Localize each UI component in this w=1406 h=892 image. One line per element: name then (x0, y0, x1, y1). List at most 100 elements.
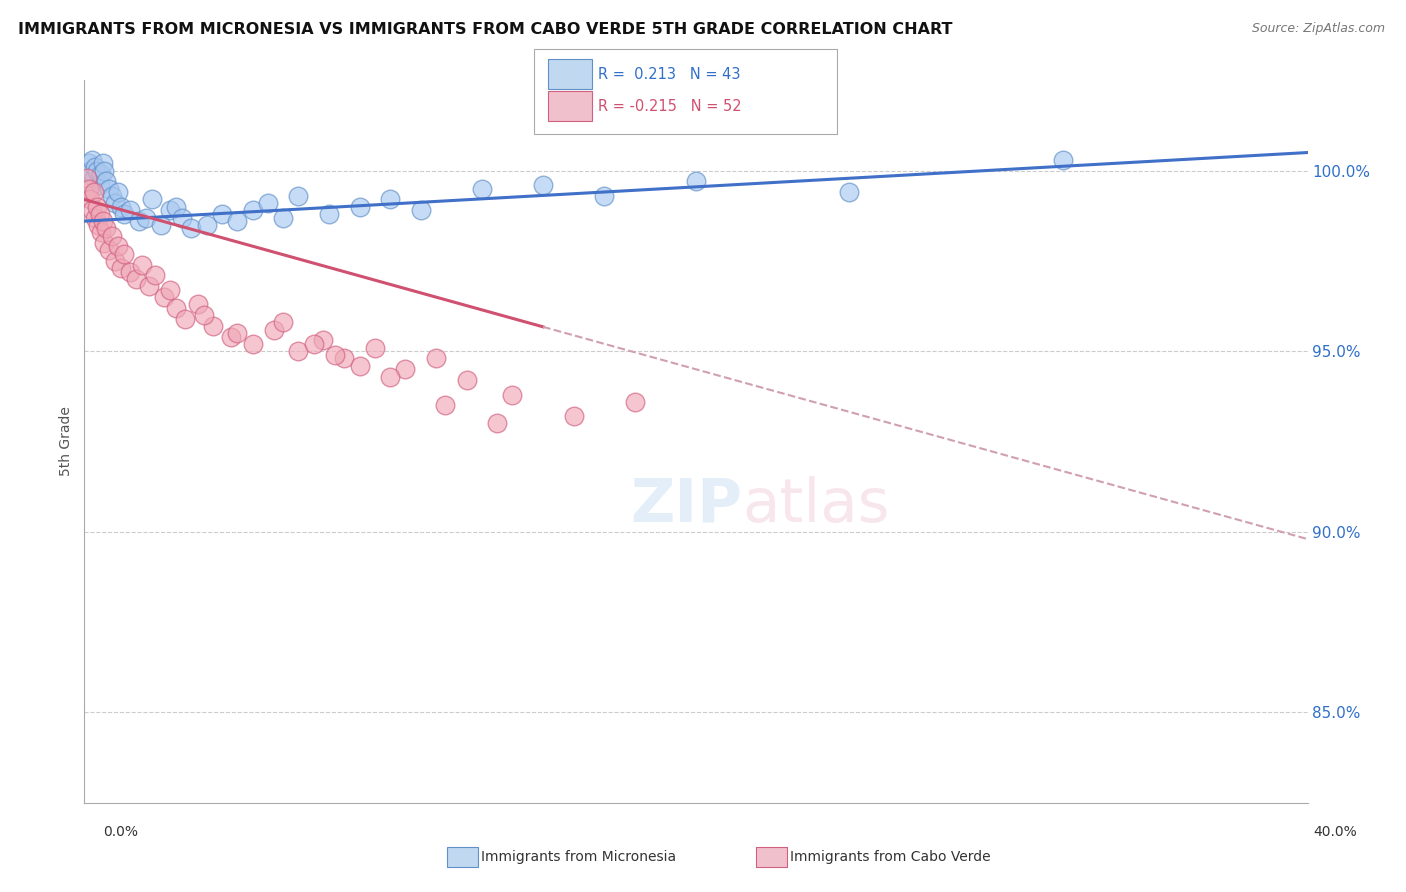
Point (257, 196, 280, 211)
Point (110, 200, 132, 214)
Point (80, 203, 103, 218)
Point (125, 272, 148, 286)
Point (434, 399, 457, 413)
Point (201, 318, 224, 333)
Point (287, 344, 309, 359)
Text: R = -0.215   N = 52: R = -0.215 N = 52 (598, 99, 741, 113)
Point (159, 283, 181, 297)
Point (226, 214, 249, 228)
Point (131, 258, 153, 272)
Point (79, 163, 101, 178)
Point (94, 174, 117, 188)
Point (226, 326, 249, 341)
Text: R =  0.213   N = 43: R = 0.213 N = 43 (598, 67, 740, 81)
Y-axis label: 5th Grade: 5th Grade (59, 407, 73, 476)
Text: Immigrants from Micronesia: Immigrants from Micronesia (481, 850, 676, 864)
Point (77, 156, 100, 170)
Point (318, 207, 340, 221)
Point (242, 203, 264, 218)
Point (159, 203, 181, 218)
Point (153, 290, 176, 304)
Point (107, 239, 129, 253)
Point (135, 211, 157, 225)
Point (531, 178, 554, 192)
Point (141, 193, 163, 207)
Point (112, 207, 135, 221)
Point (91, 156, 114, 170)
Point (624, 394, 647, 409)
Point (380, 369, 402, 384)
Point (172, 211, 194, 225)
Point (302, 337, 325, 351)
Point (97, 243, 120, 257)
Point (685, 174, 707, 188)
Point (89, 207, 111, 221)
Text: 40.0%: 40.0% (1313, 825, 1357, 839)
Point (394, 362, 416, 376)
Point (380, 193, 402, 207)
Point (77, 182, 100, 196)
Point (409, 203, 432, 218)
Point (86, 200, 108, 214)
Point (486, 417, 509, 431)
Point (349, 200, 371, 214)
Point (165, 200, 187, 214)
Point (838, 186, 860, 200)
Point (84, 211, 107, 225)
Point (312, 334, 335, 348)
Point (101, 189, 124, 203)
Point (128, 214, 150, 228)
Point (263, 322, 285, 336)
Point (323, 348, 346, 362)
Point (90, 225, 112, 239)
Point (84, 160, 107, 174)
Point (456, 373, 478, 387)
Point (333, 351, 356, 366)
Point (107, 186, 129, 200)
Point (186, 297, 208, 311)
Point (562, 409, 585, 424)
Point (89, 178, 111, 192)
Point (86, 163, 108, 178)
Point (271, 315, 294, 329)
Point (593, 189, 616, 203)
Point (101, 228, 124, 243)
Point (104, 254, 127, 268)
Point (425, 351, 447, 366)
Point (112, 246, 135, 260)
Point (91, 214, 114, 228)
Point (1052, 153, 1074, 167)
Point (80, 153, 103, 167)
Point (180, 221, 202, 235)
Point (471, 182, 494, 196)
Point (143, 268, 166, 283)
Point (90, 167, 112, 181)
Point (83, 186, 105, 200)
Point (76, 170, 98, 185)
Point (271, 211, 294, 225)
Point (120, 203, 142, 218)
Point (94, 221, 117, 235)
Text: Immigrants from Cabo Verde: Immigrants from Cabo Verde (790, 850, 991, 864)
Point (193, 308, 215, 322)
Point (287, 189, 309, 203)
Point (195, 218, 218, 232)
Text: atlas: atlas (742, 476, 890, 535)
Point (120, 265, 142, 279)
Point (93, 235, 115, 250)
Point (219, 330, 242, 344)
Point (87, 218, 110, 232)
Text: ZIP: ZIP (630, 476, 742, 535)
Point (104, 196, 127, 211)
Point (364, 341, 387, 355)
Point (242, 337, 264, 351)
Point (174, 311, 197, 326)
Point (165, 301, 187, 315)
Point (349, 359, 371, 373)
Point (502, 387, 524, 401)
Point (79, 193, 101, 207)
Text: 0.0%: 0.0% (103, 825, 138, 839)
Point (97, 182, 120, 196)
Text: Source: ZipAtlas.com: Source: ZipAtlas.com (1251, 22, 1385, 36)
Point (138, 279, 160, 293)
